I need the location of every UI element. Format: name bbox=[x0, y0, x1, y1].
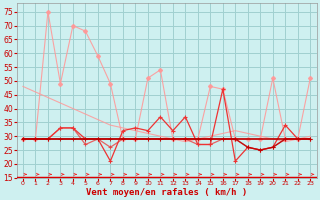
X-axis label: Vent moyen/en rafales ( km/h ): Vent moyen/en rafales ( km/h ) bbox=[86, 188, 247, 197]
